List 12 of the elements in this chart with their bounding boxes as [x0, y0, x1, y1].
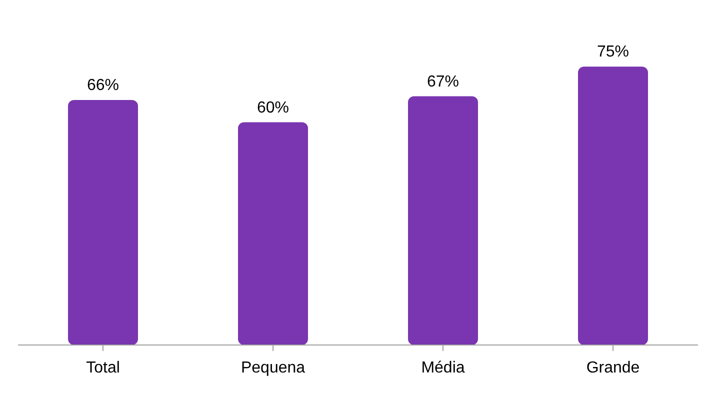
data-label: 75%: [596, 44, 630, 61]
bar: [578, 66, 648, 345]
bar: [408, 96, 478, 345]
bar: [68, 100, 138, 345]
data-label: 67%: [426, 73, 460, 90]
x-tick-label: Média: [421, 359, 465, 376]
x-tick-label: Pequena: [240, 359, 306, 376]
x-tick-label: Grande: [586, 359, 640, 376]
data-label: 66%: [86, 76, 120, 94]
data-label: 60%: [256, 99, 290, 116]
x-tick-label: Total: [86, 359, 120, 376]
bar: [238, 122, 308, 345]
